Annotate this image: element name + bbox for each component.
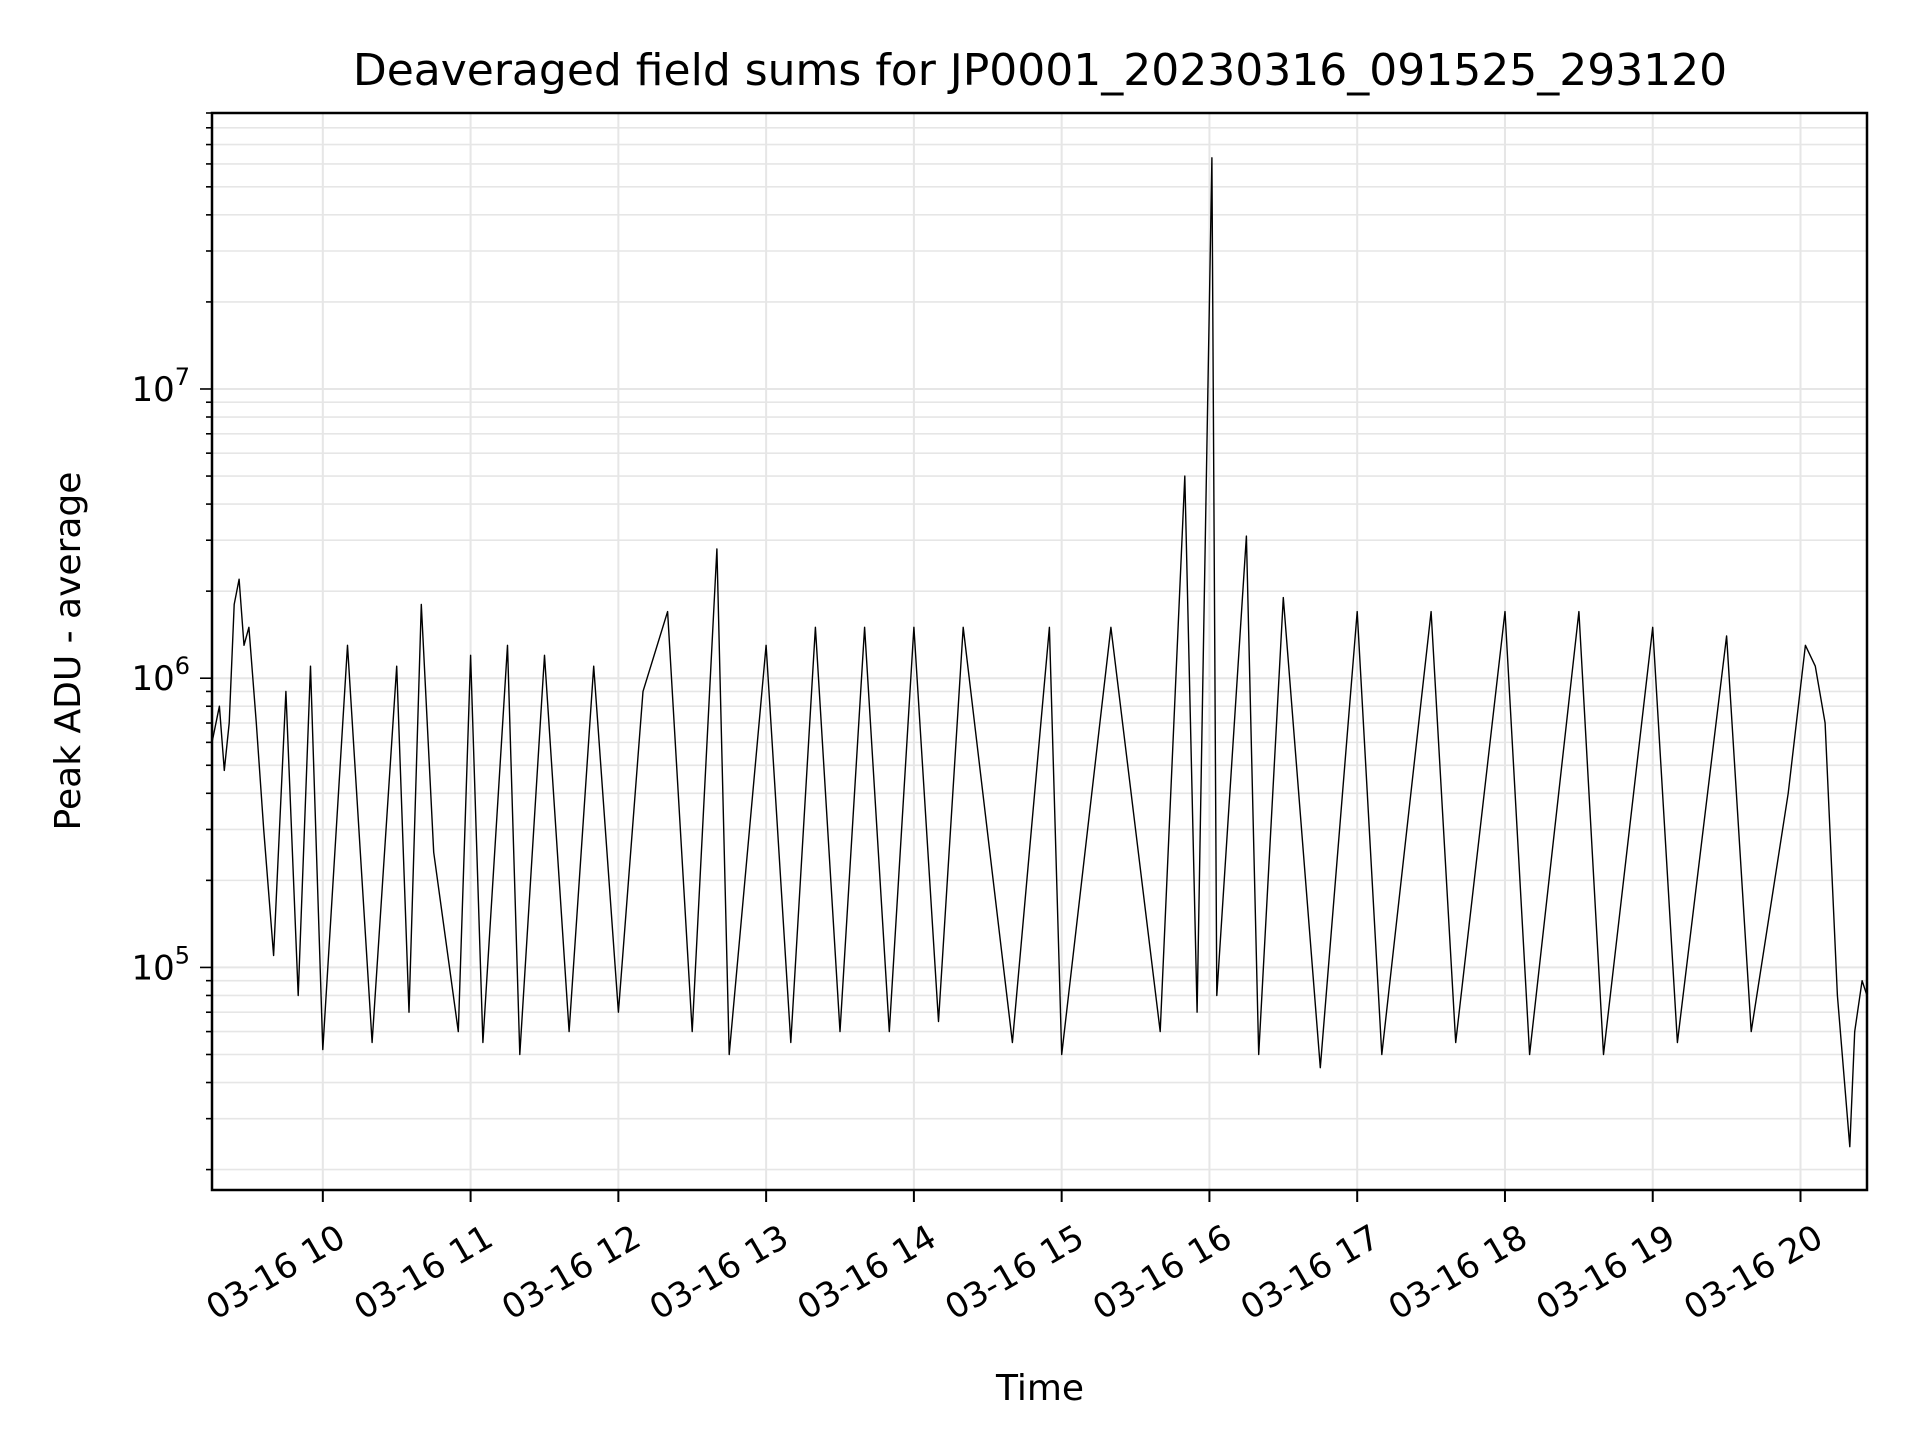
series-line: [211, 157, 1868, 1148]
chart-title: Deaveraged field sums for JP0001_2023031…: [353, 45, 1727, 96]
y-tick-label: 105: [131, 941, 190, 988]
x-axis-label: Time: [995, 1368, 1084, 1409]
y-tick-label: 106: [131, 652, 190, 699]
plot-frame: [210, 111, 1869, 1192]
y-axis-label: Peak ADU - average: [48, 472, 89, 831]
y-axis: 105 106 107: [131, 112, 212, 1171]
y-tick-label: 107: [131, 363, 190, 410]
